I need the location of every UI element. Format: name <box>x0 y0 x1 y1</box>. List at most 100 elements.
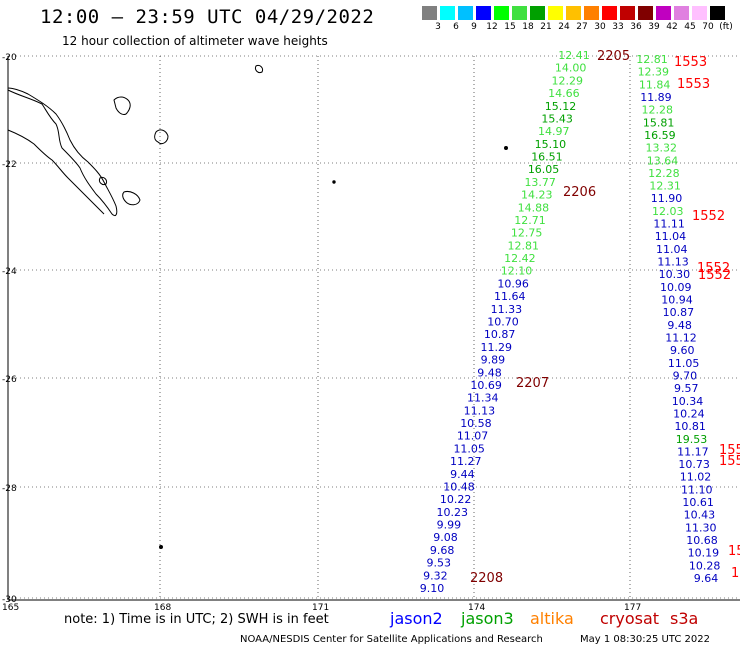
orbit-number-label: 1552 <box>692 209 725 224</box>
wave-height-reading: 12.81 <box>636 53 668 66</box>
islet-dot <box>159 545 163 549</box>
wave-height-reading: 9.08 <box>433 531 458 544</box>
legend-tick-label: 42 <box>666 22 678 32</box>
wave-height-reading: 11.17 <box>677 445 709 458</box>
wave-height-reading: 11.04 <box>655 230 687 243</box>
wave-height-reading: 11.34 <box>467 392 499 405</box>
legend-tick-label: 36 <box>630 22 642 32</box>
legend-swatch <box>548 6 563 20</box>
footer-credit: NOAA/NESDIS Center for Satellite Applica… <box>240 634 543 645</box>
wave-height-reading: 10.30 <box>659 268 691 281</box>
wave-height-reading: 9.44 <box>450 468 475 481</box>
orbit-number-label: 1553 <box>674 55 707 70</box>
wave-height-reading: 11.02 <box>680 471 712 484</box>
legend-tick-label: 24 <box>558 22 570 32</box>
satellite-legend-item: jason2 <box>390 609 443 628</box>
legend-tick-label: 9 <box>471 22 477 32</box>
satellite-legend-item: s3a <box>670 609 699 628</box>
wave-height-reading: 9.32 <box>423 569 448 582</box>
wave-height-reading: 10.87 <box>484 328 516 341</box>
legend-swatch <box>620 6 635 20</box>
wave-height-reading: 12.81 <box>508 239 540 252</box>
wave-height-reading: 11.30 <box>685 521 717 534</box>
wave-height-reading: 14.66 <box>548 87 580 100</box>
legend-swatch <box>530 6 545 20</box>
wave-height-reading: 12.31 <box>649 180 681 193</box>
map-note: note: 1) Time is in UTC; 2) SWH is in fe… <box>64 612 329 627</box>
new-caledonia-west-coast <box>7 129 105 215</box>
wave-height-reading: 10.68 <box>686 534 718 547</box>
wave-height-reading: 10.73 <box>678 458 710 471</box>
legend-tick-label: 21 <box>540 22 552 32</box>
wave-height-reading: 11.11 <box>653 218 685 231</box>
wave-height-reading: 10.61 <box>682 496 714 509</box>
wave-height-reading: 9.70 <box>673 369 698 382</box>
legend-swatch <box>458 6 473 20</box>
graticule <box>7 55 740 600</box>
wave-height-reading: 11.13 <box>464 404 496 417</box>
wave-height-reading: 14.00 <box>555 62 587 75</box>
legend-tick-label: 33 <box>612 22 624 32</box>
wave-height-reading: 9.60 <box>670 344 695 357</box>
legend-swatch <box>638 6 653 20</box>
lat-label: -20 <box>2 53 17 63</box>
lon-label: 171 <box>312 603 329 613</box>
wave-height-reading: 10.24 <box>673 407 705 420</box>
wave-height-reading: 10.70 <box>487 316 519 329</box>
new-caledonia-outline <box>7 87 118 217</box>
legend-tick-label: 39 <box>648 22 660 32</box>
legend-swatch <box>494 6 509 20</box>
legend-tick-label: 18 <box>522 22 534 32</box>
wave-height-reading: 9.64 <box>694 572 719 585</box>
legend-swatch <box>584 6 599 20</box>
orbit-number-label: 1552 <box>697 261 730 276</box>
wave-height-reading: 11.64 <box>494 290 526 303</box>
orbit-number-label: 15 <box>728 544 740 559</box>
wave-height-reading: 9.48 <box>477 366 502 379</box>
legend-swatch <box>440 6 455 20</box>
wave-height-reading: 10.69 <box>470 379 502 392</box>
orbit-number-label: 2205 <box>597 49 630 64</box>
wave-height-reading: 12.28 <box>648 167 680 180</box>
lat-label: -30 <box>2 595 17 605</box>
legend-tick-label: 12 <box>486 22 498 32</box>
orbit-number-label: 2208 <box>470 571 503 586</box>
island-lifou <box>154 129 169 145</box>
lon-label: 174 <box>468 603 485 613</box>
satellite-track-b: 12.8112.3911.8411.8912.2815.8116.5913.32… <box>636 53 720 585</box>
lat-label: -22 <box>2 160 17 170</box>
legend-swatch <box>422 6 437 20</box>
wave-height-reading: 11.13 <box>657 256 689 269</box>
orbit-number-label: 1552 <box>698 268 731 283</box>
orbit-number-label: 155 <box>719 454 740 469</box>
legend-swatch <box>512 6 527 20</box>
legend-swatch <box>692 6 707 20</box>
wave-height-reading: 11.07 <box>457 430 489 443</box>
satellite-legend-item: altika <box>530 609 574 628</box>
wave-height-reading: 10.34 <box>672 395 704 408</box>
legend-swatch <box>602 6 617 20</box>
wave-height-reading: 11.33 <box>491 303 523 316</box>
wave-height-reading: 10.81 <box>674 420 706 433</box>
footer-timestamp: May 1 08:30:25 UTC 2022 <box>580 634 710 645</box>
wave-height-reading: 16.51 <box>531 151 563 164</box>
wave-height-reading: 11.10 <box>681 483 713 496</box>
wave-height-reading: 9.10 <box>420 582 445 595</box>
legend-swatch <box>476 6 491 20</box>
wave-height-reading: 12.28 <box>642 104 674 117</box>
lat-label: -24 <box>2 267 17 277</box>
legend-tick-label: 30 <box>594 22 606 32</box>
wave-height-reading: 14.88 <box>518 201 550 214</box>
wave-height-reading: 16.59 <box>644 129 676 142</box>
orbit-number-label: 1553 <box>677 77 710 92</box>
wave-height-reading: 10.09 <box>660 281 692 294</box>
wave-height-reading: 10.43 <box>684 509 716 522</box>
wave-height-reading: 11.05 <box>668 357 700 370</box>
orbit-number-label: 15 <box>731 566 740 581</box>
wave-height-reading: 10.94 <box>661 294 693 307</box>
wave-height-reading: 11.89 <box>640 91 672 104</box>
orbit-number-label: 155 <box>719 443 740 458</box>
coastline <box>7 65 508 549</box>
